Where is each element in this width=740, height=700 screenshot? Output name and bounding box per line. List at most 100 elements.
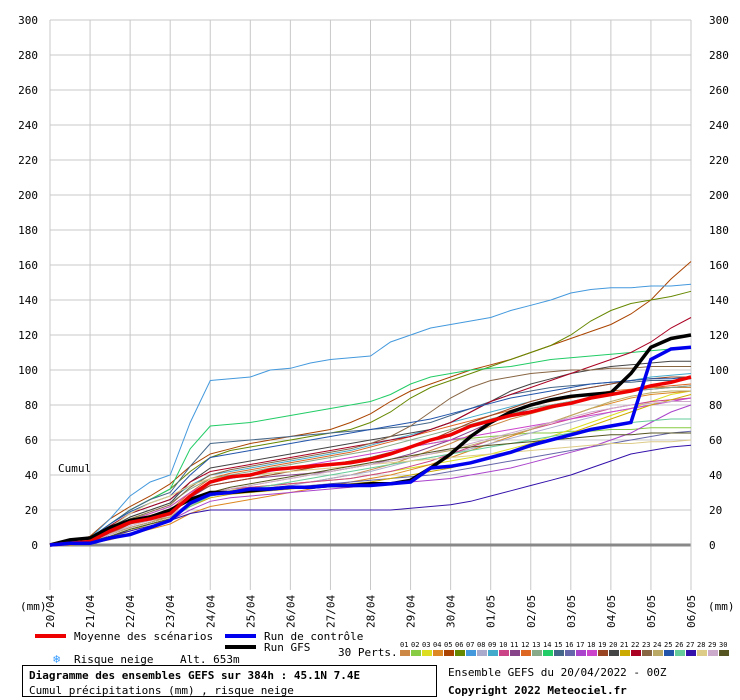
perturbation-legend-swatch — [422, 650, 432, 656]
x-tick-label: 06/05 — [685, 595, 698, 628]
run-info: Ensemble GEFS du 20/04/2022 - 00Z — [448, 666, 667, 679]
perturbation-legend-number: 06 — [455, 641, 463, 649]
perturbation-legend-number: 14 — [543, 641, 551, 649]
perturbation-legend-swatch — [455, 650, 465, 656]
y-tick-label-left: 160 — [18, 259, 38, 272]
legend-perts-label: 30 Perts. — [338, 646, 398, 659]
perturbation-legend-swatch — [653, 650, 663, 656]
perturbation-legend-number: 02 — [411, 641, 419, 649]
y-tick-label-left: 200 — [18, 189, 38, 202]
perturbation-line-14 — [49, 346, 692, 546]
perturbation-legend-number: 23 — [642, 641, 650, 649]
y-tick-label-left: 220 — [18, 154, 38, 167]
x-tick-label: 01/05 — [485, 595, 498, 628]
y-tick-label-left: 0 — [31, 539, 38, 552]
perturbation-legend-swatch — [598, 650, 608, 656]
legend-altitude: Alt. 653m — [180, 653, 240, 665]
perturbation-legend-swatch — [708, 650, 718, 656]
perturbation-legend-number: 21 — [620, 641, 628, 649]
perturbation-legend-swatch — [664, 650, 674, 656]
y-axis-unit-left: (mm) — [20, 600, 47, 613]
x-tick-label: 22/04 — [124, 595, 137, 628]
y-tick-label-left: 240 — [18, 119, 38, 132]
footer-title: Diagramme des ensembles GEFS sur 384h : … — [29, 669, 361, 682]
x-tick-label: 05/05 — [645, 595, 658, 628]
y-tick-label-right: 0 — [709, 539, 716, 552]
perturbation-line-23 — [49, 366, 691, 546]
x-tick-label: 02/05 — [525, 595, 538, 628]
perturbation-legend-number: 28 — [697, 641, 705, 649]
perturbation-line-18 — [49, 397, 692, 546]
perturbation-legend-swatch — [554, 650, 564, 656]
perturbation-legend-swatch — [609, 650, 619, 656]
perturbation-legend-number: 16 — [565, 641, 573, 649]
cumul-label: Cumul — [58, 462, 91, 475]
y-tick-label-right: 280 — [709, 49, 729, 62]
legend-label-gfs: Run GFS — [264, 641, 310, 654]
perturbation-legend-number: 01 — [400, 641, 408, 649]
x-tick-label: 26/04 — [284, 595, 297, 628]
y-tick-label-left: 100 — [18, 364, 38, 377]
perturbation-legend-swatch — [543, 650, 553, 656]
perturbation-legend-swatch — [576, 650, 586, 656]
perturbation-legend-swatch — [697, 650, 707, 656]
perturbation-legend-swatch — [565, 650, 575, 656]
axes — [49, 20, 692, 590]
perturbation-legend-swatch — [433, 650, 443, 656]
x-tick-label: 25/04 — [244, 595, 257, 628]
perturbation-legend-number: 25 — [664, 641, 672, 649]
legend-label-control: Run de contrôle — [264, 630, 363, 643]
snowflake-icon: ❄ — [53, 652, 60, 665]
tick-labels: 0 0 20 20 40 40 60 60 80 80 100 100 120 120 140 140 160 1… — [18, 14, 729, 628]
x-tick-label: 28/04 — [365, 595, 378, 628]
y-tick-label-left: 40 — [25, 469, 38, 482]
x-tick-label: 30/04 — [445, 595, 458, 628]
perturbation-legend-number: 13 — [532, 641, 540, 649]
grid — [49, 19, 692, 590]
perturbation-legend-number: 15 — [554, 641, 562, 649]
footer-subtitle: Cumul précipitations (mm) , risque neige — [29, 684, 294, 697]
perturbation-legend-number: 30 — [719, 641, 727, 649]
y-tick-label-left: 300 — [18, 14, 38, 27]
perturbation-line-20 — [49, 360, 691, 546]
y-tick-label-right: 20 — [709, 504, 722, 517]
perturbation-legend: 01 02 03 04 05 06 07 08 09 10 11 12 13 14 15 16 17 18 19 20… — [400, 641, 729, 656]
y-tick-label-left: 260 — [18, 84, 38, 97]
perturbation-legend-swatch — [532, 650, 542, 656]
perturbation-legend-swatch — [719, 650, 729, 656]
y-tick-label-right: 140 — [709, 294, 729, 307]
copyright: Copyright 2022 Meteociel.fr — [448, 684, 627, 697]
x-tick-label: 29/04 — [405, 595, 418, 628]
x-tick-label: 24/04 — [204, 595, 217, 628]
y-tick-label-right: 300 — [709, 14, 729, 27]
perturbation-legend-number: 09 — [488, 641, 496, 649]
perturbation-legend-swatch — [444, 650, 454, 656]
control-run-line — [49, 345, 692, 547]
series-lines — [49, 261, 692, 547]
legend: Moyenne des scénarios Run de contrôle Ru… — [35, 630, 729, 665]
perturbation-legend-number: 10 — [499, 641, 507, 649]
perturbation-legend-swatch — [620, 650, 630, 656]
perturbation-legend-number: 03 — [422, 641, 430, 649]
y-tick-label-right: 160 — [709, 259, 729, 272]
perturbation-legend-number: 07 — [466, 641, 474, 649]
y-tick-label-left: 140 — [18, 294, 38, 307]
perturbation-legend-number: 05 — [444, 641, 452, 649]
y-axis-unit-right: (mm) — [708, 600, 735, 613]
y-tick-label-right: 100 — [709, 364, 729, 377]
perturbation-legend-swatch — [477, 650, 487, 656]
y-tick-label-right: 260 — [709, 84, 729, 97]
perturbation-legend-swatch — [466, 650, 476, 656]
perturbation-line-05 — [49, 261, 692, 546]
y-tick-label-right: 220 — [709, 154, 729, 167]
y-tick-label-right: 240 — [709, 119, 729, 132]
perturbation-legend-swatch — [686, 650, 696, 656]
perturbation-legend-number: 17 — [576, 641, 584, 649]
perturbation-legend-swatch — [411, 650, 421, 656]
y-tick-label-left: 120 — [18, 329, 38, 342]
y-tick-label-right: 40 — [709, 469, 722, 482]
x-tick-label: 04/05 — [605, 595, 618, 628]
y-tick-label-left: 60 — [25, 434, 38, 447]
perturbation-legend-swatch — [642, 650, 652, 656]
